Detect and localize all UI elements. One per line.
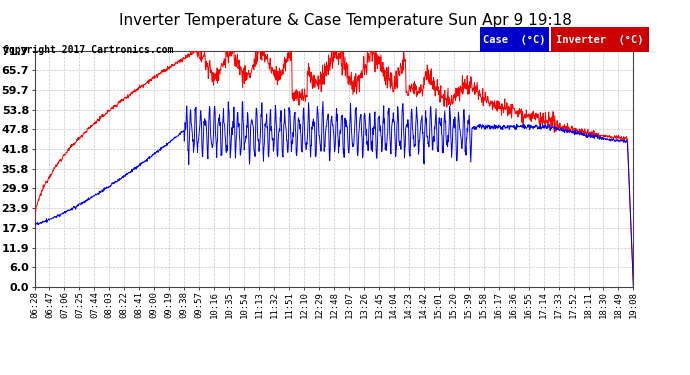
Text: Copyright 2017 Cartronics.com: Copyright 2017 Cartronics.com xyxy=(3,45,174,55)
FancyBboxPatch shape xyxy=(480,27,549,52)
Text: Case  (°C): Case (°C) xyxy=(483,34,545,45)
Text: Inverter Temperature & Case Temperature Sun Apr 9 19:18: Inverter Temperature & Case Temperature … xyxy=(119,13,571,28)
Text: Inverter  (°C): Inverter (°C) xyxy=(556,34,643,45)
FancyBboxPatch shape xyxy=(551,27,649,52)
